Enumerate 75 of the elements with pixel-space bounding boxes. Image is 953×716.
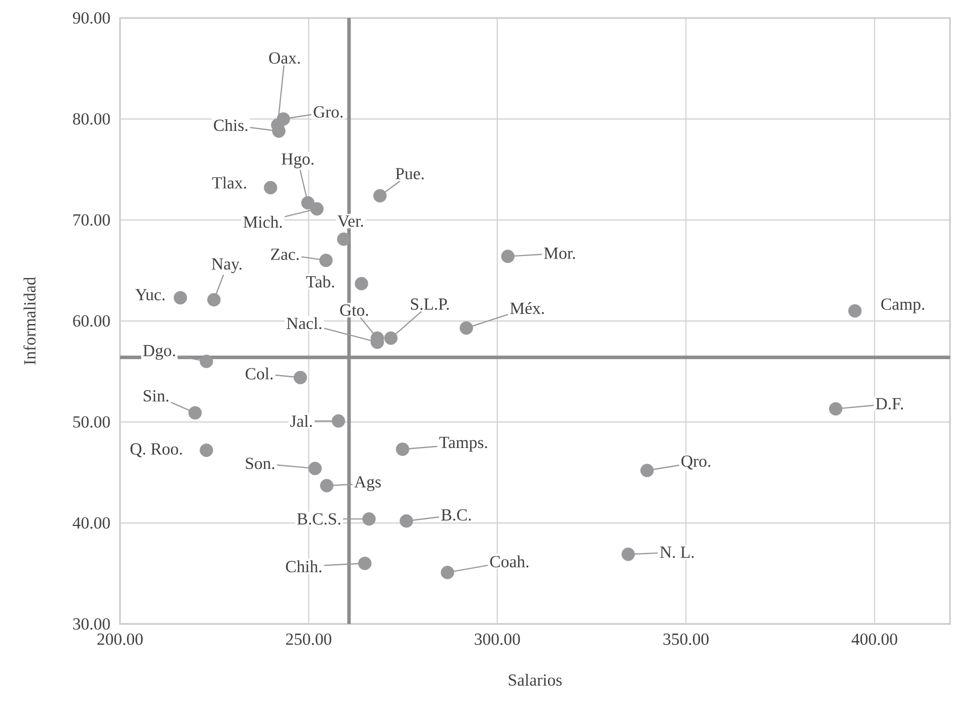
point [264,180,278,194]
point [621,548,635,561]
y-tick-label: 40.00 [72,517,110,529]
point [337,232,350,246]
y-axis-title: Informalidad [23,276,36,365]
annotation: N. L. [660,546,694,558]
annotation: Chih. [286,560,322,572]
annotation: Nacl. [286,317,322,330]
annotation: Yuc. [135,289,165,300]
point [320,478,334,492]
annotation: Gto. [340,304,368,316]
point [310,202,324,216]
annotation: Mor. [544,248,575,260]
point [207,293,221,306]
annotation: D.F. [876,398,903,410]
x-tick-label: 400.00 [852,634,898,645]
point [373,189,387,202]
x-tick-label: 350.00 [663,634,709,645]
point [174,291,188,304]
point [848,304,862,318]
point [362,512,376,526]
point [460,321,474,335]
point [188,406,202,420]
point [294,370,308,384]
annotation: Dgo. [143,345,175,360]
annotation: Oax. [269,52,300,64]
x-tick-label: 200.00 [97,634,143,645]
point [829,402,842,416]
annotation: Nay. [212,258,242,274]
point [332,414,346,428]
y-tick-label: 90.00 [72,12,110,24]
annotation: Méx. [510,302,544,314]
point [358,556,372,570]
point [354,276,368,290]
annotation: Col. [246,368,273,380]
y-tick-label: 70.00 [73,214,110,226]
annotation: Ags [354,476,381,492]
annotation: B.C. [441,509,471,521]
point [400,514,414,528]
y-tick-label: 80.00 [73,113,110,125]
point [308,462,322,476]
x-tick-label: 250.00 [286,634,332,645]
annotation: Sin. [144,390,168,402]
annotation: Qro. [681,455,710,470]
y-tick-label: 30.00 [73,618,110,630]
annotation: Mich. [243,216,282,228]
y-tick-label: 50.00 [73,416,110,428]
annotation: Hgo. [282,153,314,168]
annotation: Son. [246,458,274,470]
point [440,566,454,580]
annotation: Zac. [271,248,299,260]
point [396,442,410,456]
annotation: Camp. [881,298,924,314]
y-tick-label: 60.00 [73,315,110,327]
point [200,354,214,368]
annotation: Gro. [314,106,343,118]
point [384,331,398,345]
annotation: Tlax. [212,176,246,189]
annotation: B.C.S. [297,513,340,525]
annotation: Ver. [338,216,364,227]
x-tick-label: 300.00 [474,634,520,645]
x-axis-title: Salarios [508,674,562,686]
point [319,254,333,268]
annotation: Chis. [214,119,248,132]
annotation: Tab. [306,276,334,288]
annotation: Q. Roo. [130,443,182,458]
point [640,464,654,478]
point [501,250,515,264]
point [200,444,214,457]
annotation: Coah. [490,555,528,568]
annotation: Jal. [290,414,312,427]
point [276,112,290,126]
annotation: Pue. [396,168,424,180]
annotation: S.L.P. [411,298,449,310]
annotation: Tamps. [439,436,488,452]
